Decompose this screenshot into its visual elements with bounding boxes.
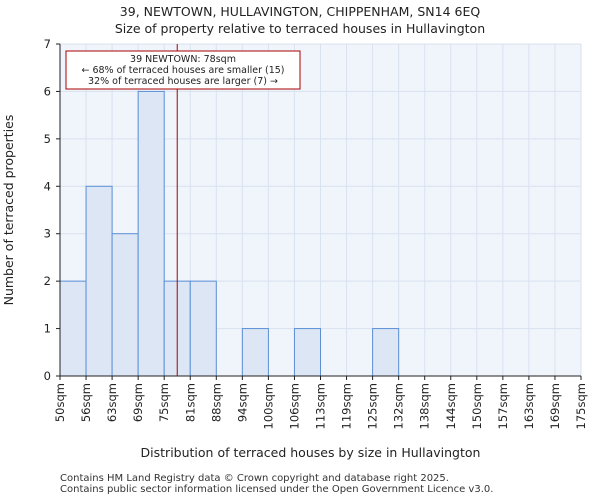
x-tick-label: 157sqm [496, 383, 510, 429]
y-tick-labels: 0 1 2 3 4 5 6 7 [44, 37, 60, 383]
y-tick-label: 6 [44, 84, 51, 98]
x-tick-label: 175sqm [574, 383, 588, 429]
x-tick-label: 132sqm [392, 383, 406, 429]
y-tick-label: 7 [44, 37, 51, 51]
annotation-line-1: 39 NEWTOWN: 78sqm [130, 54, 236, 65]
bar [241, 328, 269, 377]
bar [59, 280, 87, 377]
y-tick-label: 1 [44, 322, 51, 336]
x-tick-label: 150sqm [470, 383, 484, 429]
y-tick-label: 3 [44, 227, 51, 241]
x-tick-label: 75sqm [157, 383, 171, 422]
x-tick-label: 106sqm [287, 383, 301, 429]
x-tick-label: 138sqm [418, 383, 432, 429]
bar [293, 328, 322, 377]
x-tick-label: 169sqm [548, 383, 562, 429]
bar [189, 280, 217, 377]
bar [372, 328, 400, 377]
x-axis-label: Distribution of terraced houses by size … [141, 445, 481, 460]
x-tick-label: 163sqm [522, 383, 536, 429]
x-tick-label: 56sqm [79, 383, 93, 422]
y-axis-label: Number of terraced properties [1, 115, 16, 306]
x-tick-labels: 50sqm 56sqm 63sqm 69sqm 75sqm 81sqm 88sqm 94sqm… [53, 376, 588, 429]
x-tick-label: 125sqm [366, 383, 380, 429]
bars [59, 90, 400, 377]
bar [137, 90, 165, 377]
x-tick-label: 63sqm [105, 383, 119, 422]
x-tick-label: 119sqm [340, 383, 354, 429]
x-tick-label: 144sqm [444, 383, 458, 429]
annotation-line-2: ← 68% of terraced houses are smaller (15… [81, 65, 284, 76]
footer-licence: Contains public sector information licen… [60, 484, 494, 495]
footer-copyright: Contains HM Land Registry data © Crown c… [60, 473, 449, 484]
y-tick-label: 4 [44, 179, 51, 193]
x-tick-label: 50sqm [53, 383, 67, 422]
y-tick-label: 5 [44, 132, 51, 146]
bar [111, 233, 139, 377]
chart-subtitle: Size of property relative to terraced ho… [114, 21, 486, 36]
chart-title: 39, NEWTOWN, HULLAVINGTON, CHIPPENHAM, S… [119, 4, 481, 19]
annotation-box [65, 50, 301, 90]
bar [85, 185, 113, 377]
annotation-line-3: 32% of terraced houses are larger (7) → [88, 76, 278, 87]
y-tick-label: 2 [44, 274, 51, 288]
x-tick-label: 88sqm [209, 383, 223, 422]
x-tick-label: 100sqm [261, 383, 275, 429]
x-tick-label: 69sqm [131, 383, 145, 422]
x-tick-label: 94sqm [235, 383, 249, 422]
x-tick-label: 113sqm [314, 383, 328, 429]
marker-annotation: 39 NEWTOWN: 78sqm ← 68% of terraced hous… [65, 50, 301, 90]
x-tick-label: 81sqm [183, 383, 197, 422]
y-tick-label: 0 [44, 369, 51, 383]
